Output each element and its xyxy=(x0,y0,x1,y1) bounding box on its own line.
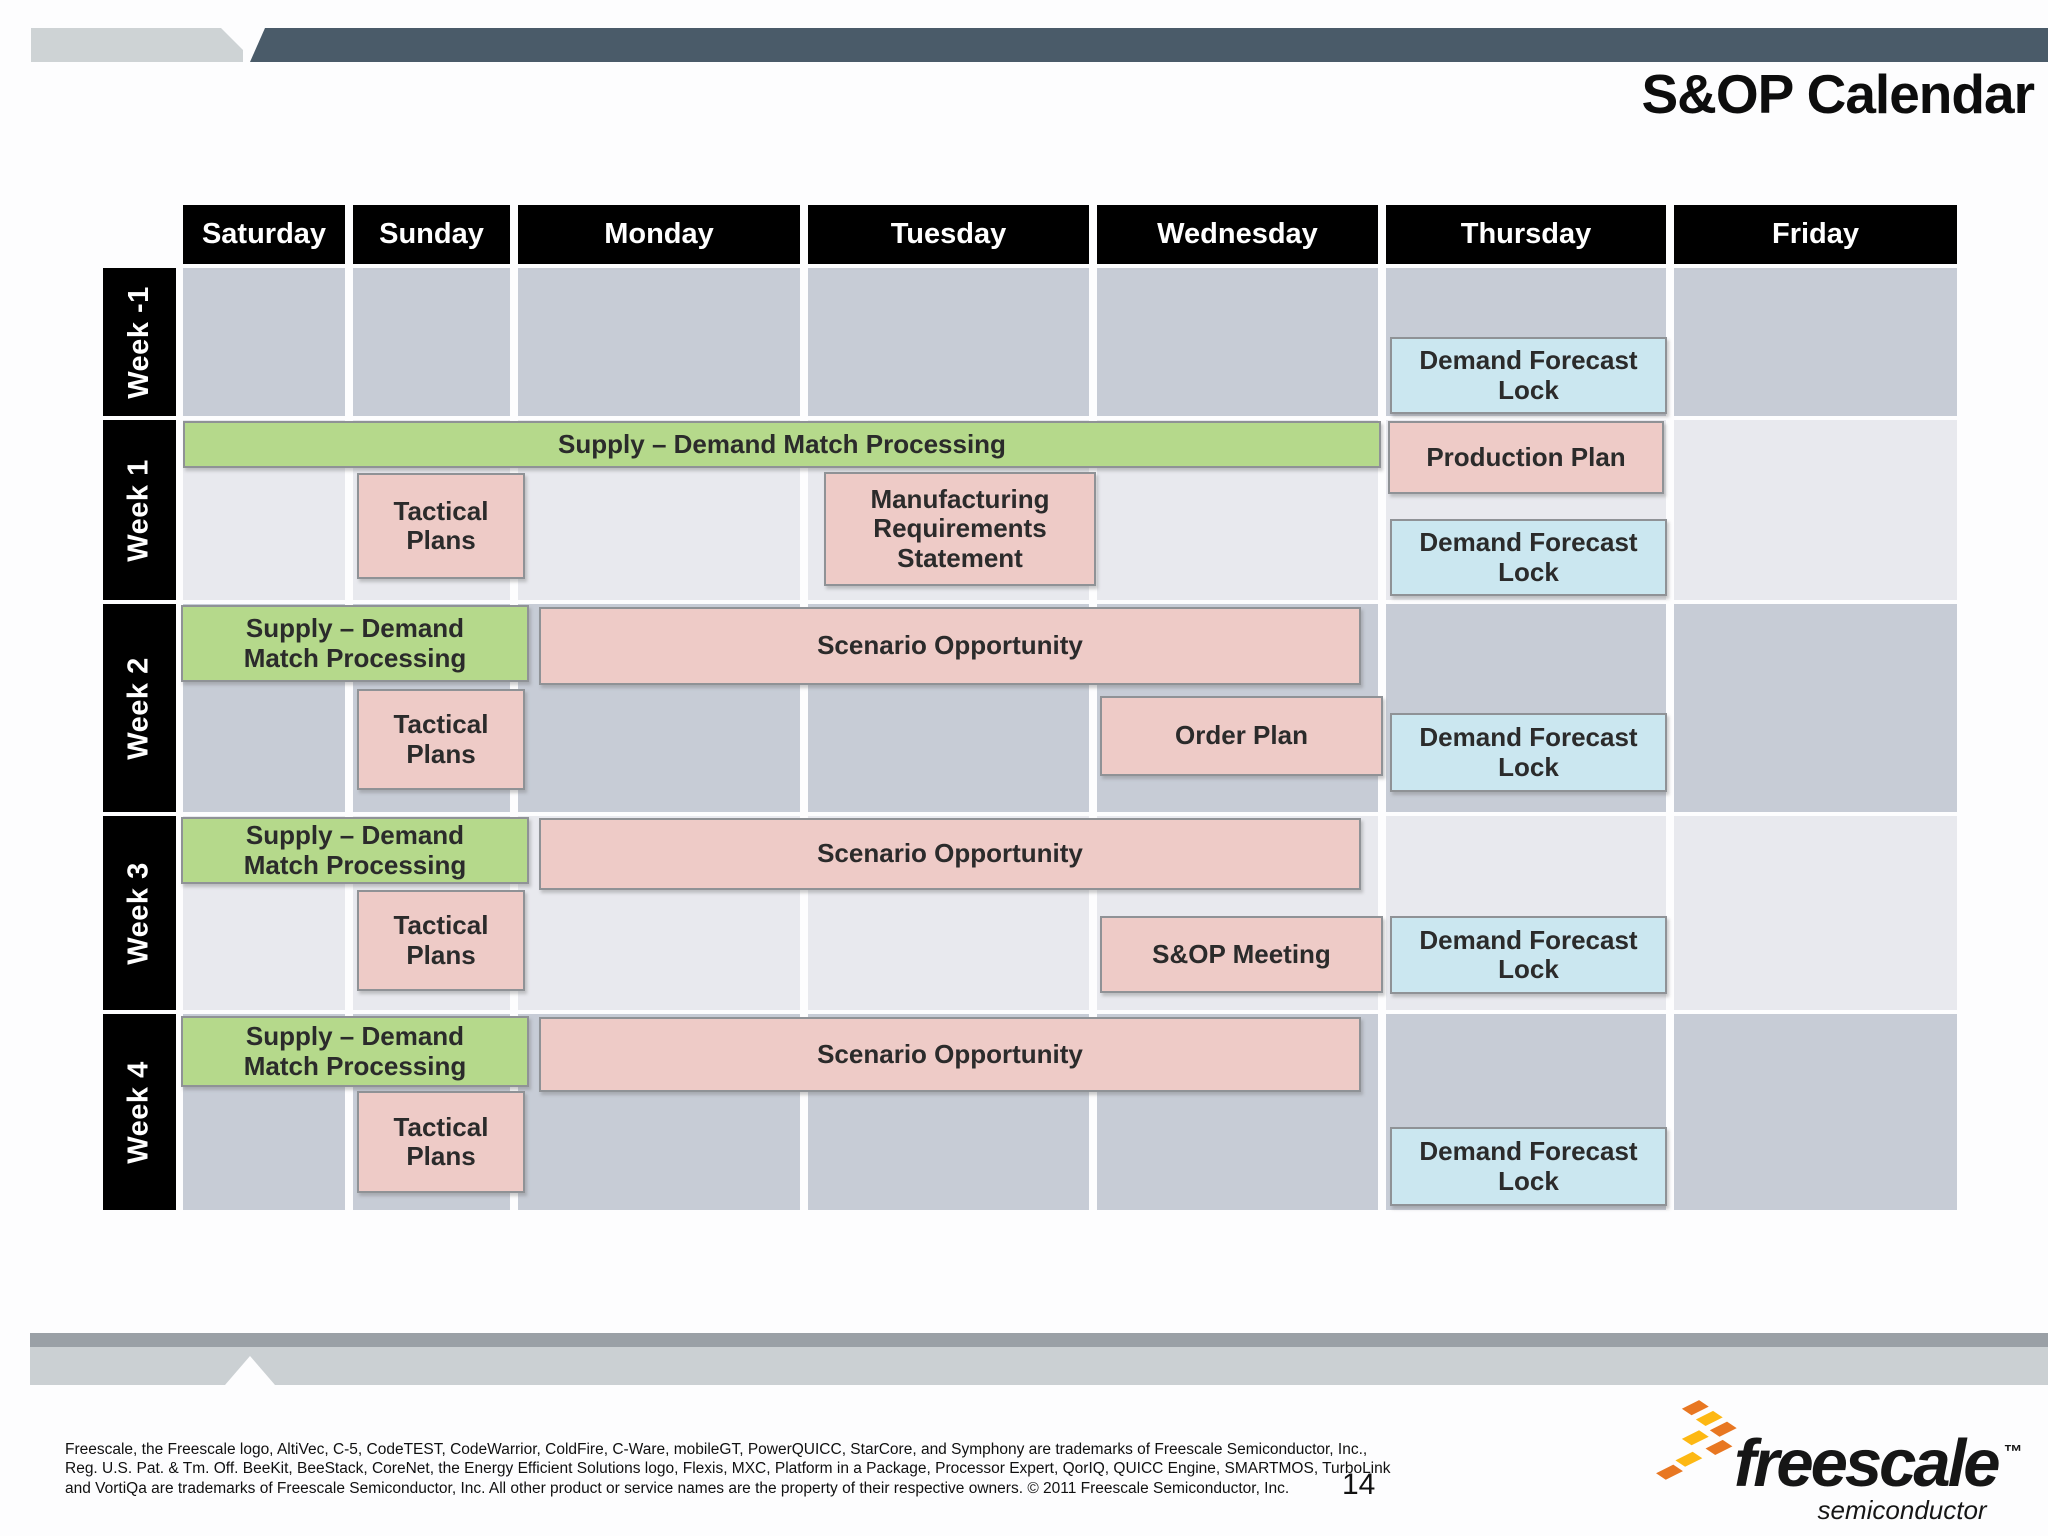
day-header-sunday-label: Sunday xyxy=(379,218,484,250)
day-cell xyxy=(353,268,510,416)
event-tactical-plans: Tactical Plans xyxy=(357,689,525,790)
disclaimer-line-2: Reg. U.S. Pat. & Tm. Off. BeeKit, BeeSta… xyxy=(65,1460,1391,1478)
day-header-friday-label: Friday xyxy=(1771,218,1860,250)
logo-brand-text: freescale ™ xyxy=(1734,1430,2023,1497)
disclaimer-line-3: and VortiQa are trademarks of Freescale … xyxy=(65,1479,1290,1497)
page-title: S&OP Calendar xyxy=(1641,63,2035,125)
event-scenario-opportunity: Scenario Opportunity xyxy=(539,1017,1361,1092)
footer-bar-dark xyxy=(30,1333,2048,1347)
event-scenario-opportunity-label: Scenario Opportunity xyxy=(817,630,1083,661)
event-supply-demand-match-processing-label: Supply – Demand Match Processing xyxy=(243,1021,467,1081)
footer-notch-triangle xyxy=(225,1356,275,1385)
day-header-monday: Monday xyxy=(518,205,800,264)
top-left-tab xyxy=(31,28,243,62)
day-cell xyxy=(1674,420,1957,600)
day-header-saturday-label: Saturday xyxy=(201,218,327,250)
day-cell xyxy=(1674,604,1957,812)
day-cell xyxy=(1674,816,1957,1010)
event-supply-demand-match-processing: Supply – Demand Match Processing xyxy=(181,1016,529,1087)
disclaimer-line-1: Freescale, the Freescale logo, AltiVec, … xyxy=(65,1441,1368,1458)
week-label-label: Week 3 xyxy=(123,861,156,965)
day-header-monday-label: Monday xyxy=(604,218,714,250)
event-supply-demand-match-processing-label: Supply – Demand Match Processing xyxy=(558,428,1006,459)
event-manufacturing-requirements-statement: Manufacturing Requirements Statement xyxy=(824,472,1096,586)
week-label-label: Week 4 xyxy=(123,1060,156,1164)
event-demand-forecast-lock-label: Demand Forecast Lock xyxy=(1419,924,1638,984)
event-demand-forecast-lock-label: Demand Forecast Lock xyxy=(1419,345,1638,405)
event-order-plan: Order Plan xyxy=(1100,696,1383,776)
event-order-plan-label: Order Plan xyxy=(1175,720,1308,751)
event-demand-forecast-lock-label: Demand Forecast Lock xyxy=(1419,527,1638,587)
week-label: Week 3 xyxy=(103,816,176,1010)
event-production-plan-label: Production Plan xyxy=(1426,441,1626,472)
day-cell xyxy=(1097,268,1378,416)
event-tactical-plans-label: Tactical Plans xyxy=(393,495,489,555)
event-demand-forecast-lock: Demand Forecast Lock xyxy=(1390,713,1667,792)
event-tactical-plans-label: Tactical Plans xyxy=(393,709,489,769)
event-scenario-opportunity-label: Scenario Opportunity xyxy=(817,838,1083,869)
day-header-sunday: Sunday xyxy=(353,205,510,264)
day-cell xyxy=(1674,268,1957,416)
event-demand-forecast-lock: Demand Forecast Lock xyxy=(1390,519,1667,596)
trademark-disclaimer: Freescale, the Freescale logo, AltiVec, … xyxy=(65,1440,1391,1498)
week-label: Week 1 xyxy=(103,420,176,600)
day-cell xyxy=(1674,1014,1957,1210)
event-scenario-opportunity-label: Scenario Opportunity xyxy=(817,1038,1083,1069)
event-demand-forecast-lock-label: Demand Forecast Lock xyxy=(1419,722,1638,782)
footer-bar-light xyxy=(30,1347,2048,1385)
week-label: Week 4 xyxy=(103,1014,176,1210)
event-tactical-plans: Tactical Plans xyxy=(357,1091,525,1193)
event-scenario-opportunity: Scenario Opportunity xyxy=(539,607,1361,685)
event-production-plan: Production Plan xyxy=(1388,421,1664,494)
day-header-friday: Friday xyxy=(1674,205,1957,264)
page-number: 14 xyxy=(1342,1468,1376,1501)
event-manufacturing-requirements-statement-label: Manufacturing Requirements Statement xyxy=(870,483,1050,573)
event-tactical-plans-label: Tactical Plans xyxy=(393,910,489,970)
day-header-tuesday-label: Tuesday xyxy=(890,218,1007,250)
freescale-logo-icon xyxy=(1656,1400,1737,1480)
event-supply-demand-match-processing: Supply – Demand Match Processing xyxy=(183,421,1381,468)
freescale-logo: freescale ™ semiconductor xyxy=(1656,1398,2023,1526)
week-label-label: Week 1 xyxy=(123,458,156,562)
day-header-thursday-label: Thursday xyxy=(1460,218,1592,250)
week-label: Week -1 xyxy=(103,268,176,416)
logo-tm-mark: ™ xyxy=(2003,1442,2023,1463)
day-cell xyxy=(808,268,1089,416)
day-cell xyxy=(518,268,800,416)
event-supply-demand-match-processing-label: Supply – Demand Match Processing xyxy=(243,613,467,673)
event-s-op-meeting-label: S&OP Meeting xyxy=(1152,938,1331,969)
event-tactical-plans: Tactical Plans xyxy=(357,473,525,579)
top-header-bar xyxy=(250,28,2048,62)
event-demand-forecast-lock-label: Demand Forecast Lock xyxy=(1419,1136,1638,1196)
event-demand-forecast-lock: Demand Forecast Lock xyxy=(1390,1127,1667,1206)
event-supply-demand-match-processing: Supply – Demand Match Processing xyxy=(181,605,529,682)
logo-brand-word: freescale xyxy=(1734,1426,2001,1501)
day-header-tuesday: Tuesday xyxy=(808,205,1089,264)
event-demand-forecast-lock: Demand Forecast Lock xyxy=(1390,337,1667,414)
logo-chevrons xyxy=(1656,1400,1737,1480)
logo-wordmark: freescale ™ semiconductor xyxy=(1734,1430,2023,1526)
event-supply-demand-match-processing: Supply – Demand Match Processing xyxy=(181,817,529,884)
event-scenario-opportunity: Scenario Opportunity xyxy=(539,818,1361,890)
day-header-wednesday-label: Wednesday xyxy=(1157,218,1318,250)
day-cell xyxy=(183,268,345,416)
week-label: Week 2 xyxy=(103,604,176,812)
event-tactical-plans: Tactical Plans xyxy=(357,890,525,991)
event-demand-forecast-lock: Demand Forecast Lock xyxy=(1390,916,1667,994)
logo-tagline: semiconductor xyxy=(1817,1495,1987,1525)
week-label-label: Week 2 xyxy=(123,656,156,760)
day-header-wednesday: Wednesday xyxy=(1097,205,1378,264)
day-header-saturday: Saturday xyxy=(183,205,345,264)
event-s-op-meeting: S&OP Meeting xyxy=(1100,916,1383,993)
week-label-label: Week -1 xyxy=(123,285,156,399)
event-supply-demand-match-processing-label: Supply – Demand Match Processing xyxy=(243,820,467,880)
event-tactical-plans-label: Tactical Plans xyxy=(393,1111,489,1171)
day-header-thursday: Thursday xyxy=(1386,205,1666,264)
